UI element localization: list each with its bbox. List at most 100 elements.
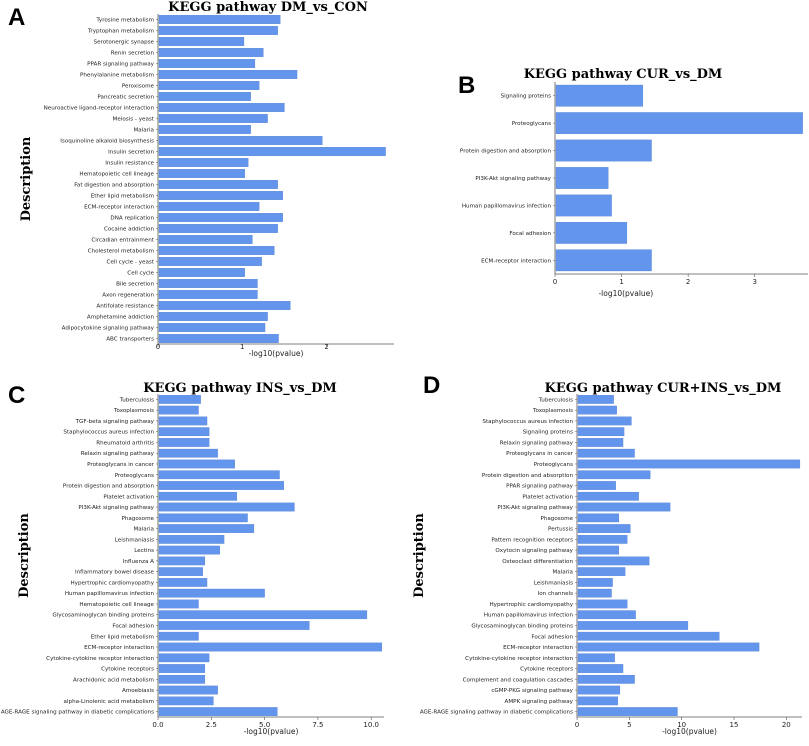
bar-a — [158, 290, 258, 299]
chart-title-a: KEGG pathway DM_vs_CON — [168, 0, 368, 15]
panel-a: A KEGG pathway DM_vs_CON Description Tyros… — [0, 0, 400, 370]
bar-c — [158, 491, 238, 501]
bar-c — [158, 545, 220, 555]
category-label-b: PI3K-Akt signaling pathway — [475, 176, 551, 182]
x-axis-label-b: -log10(pvalue) — [598, 289, 653, 298]
bar-a — [158, 147, 386, 156]
category-label-c: Leishmaniasis — [115, 537, 154, 543]
bar-a — [158, 235, 253, 244]
x-tick-label-b: 0 — [553, 278, 557, 286]
category-label-d: Protein digestion and absorption — [482, 473, 574, 479]
bar-a — [158, 268, 245, 277]
category-label-a: Hematopoietic cell lineage — [79, 172, 154, 178]
bar-c — [158, 578, 208, 587]
bar-d — [577, 395, 614, 404]
category-label-c: Ether lipid metabolism — [91, 634, 154, 640]
bar-a — [158, 224, 278, 233]
bar-c — [158, 448, 218, 458]
bar-d — [577, 631, 720, 641]
bar-d — [577, 535, 628, 544]
bar-a — [158, 334, 279, 343]
bar-c — [158, 556, 206, 566]
bar-a — [158, 246, 275, 255]
panel-c: C KEGG pathway INS_vs_DM Description Tuber… — [0, 372, 400, 742]
bar-b — [555, 139, 652, 162]
category-label-d: Pertussis — [548, 527, 573, 533]
bar-d — [577, 448, 635, 458]
category-label-a: Axon regeneration — [102, 293, 154, 299]
bar-d — [577, 599, 628, 609]
bar-b — [555, 249, 652, 272]
panel-letter-a: A — [8, 4, 26, 31]
bar-d — [577, 513, 620, 523]
category-label-a: Meiosis - yeast — [113, 117, 155, 123]
bar-d — [577, 621, 689, 630]
bar-a — [158, 312, 268, 321]
bar-a — [158, 279, 258, 288]
bar-c — [158, 395, 201, 404]
bar-a — [158, 92, 251, 101]
bar-d — [577, 405, 617, 415]
category-label-a: Amphetamine addiction — [87, 315, 155, 321]
x-tick-label-c: 5.0 — [259, 721, 270, 729]
bar-c — [158, 621, 310, 630]
category-label-d: Osteoclast differentiation — [502, 559, 573, 565]
bar-c — [158, 438, 210, 447]
category-label-a: ABC transporters — [106, 337, 154, 343]
bar-a — [158, 180, 278, 189]
category-label-a: Insulin secretion — [108, 150, 154, 156]
bar-a — [158, 81, 260, 90]
category-label-d: Human papillomavirus infection — [484, 613, 574, 619]
bar-d — [577, 491, 639, 501]
bar-c — [158, 481, 284, 490]
category-label-d: AMPK signaling pathway — [505, 699, 574, 705]
category-label-d: PPAR signaling pathway — [506, 484, 574, 490]
bar-d — [577, 481, 616, 490]
x-tick-label-d: 15 — [730, 721, 739, 729]
chart-b: KEGG pathway CUR_vs_DM Signaling proteins… — [460, 67, 808, 298]
category-label-b: Focal adhesion — [509, 231, 551, 237]
category-label-d: Cytokine receptors — [520, 667, 573, 673]
bar-d — [577, 588, 612, 598]
category-label-d: Malaria — [552, 570, 573, 576]
x-tick-label-b: 3 — [753, 278, 757, 286]
category-label-a: Phenylalanine metabolism — [80, 73, 154, 79]
category-label-d: Focal adhesion — [531, 634, 573, 640]
category-label-d: Toxoplasmosis — [532, 408, 573, 414]
category-label-d: Proteoglycans — [534, 462, 573, 468]
x-tick-label-d: 20 — [782, 721, 791, 729]
bar-a — [158, 323, 266, 332]
category-label-a: Tryptophan metabolism — [87, 29, 154, 35]
category-label-b: Signaling proteins — [501, 94, 551, 100]
chart-title-c: KEGG pathway INS_vs_DM — [143, 381, 337, 396]
category-label-c: Malaria — [133, 527, 154, 533]
category-label-c: Staphylococcus aureus infection — [63, 430, 154, 436]
x-tick-label-c: 2.5 — [206, 721, 217, 729]
category-label-c: ECM-receptor interaction — [84, 645, 154, 651]
bar-b — [555, 112, 803, 134]
bar-d — [577, 459, 801, 469]
bar-d — [577, 653, 615, 663]
bar-c — [158, 707, 278, 716]
chart-title-b: KEGG pathway CUR_vs_DM — [524, 67, 723, 82]
bar-b — [555, 222, 628, 244]
category-label-a: Cocaine addiction — [104, 227, 154, 233]
x-axis-label-c: -log10(pvalue) — [244, 727, 299, 736]
category-label-a: Cholesterol metabolism — [88, 249, 154, 255]
x-tick-label-c: 0.0 — [152, 721, 163, 729]
category-label-d: Proteoglycans in cancer — [506, 451, 574, 457]
bar-b — [555, 84, 644, 107]
category-label-c: Glycosaminoglycan binding proteins — [52, 613, 154, 619]
bar-d — [577, 696, 618, 706]
category-label-d: AGE-RAGE signaling pathway in diabetic c… — [420, 710, 573, 716]
category-label-c: Lectins — [134, 548, 154, 554]
category-label-c: Rheumatoid arthritis — [96, 440, 154, 446]
category-label-d: Staphylococcus aureus infection — [482, 419, 573, 425]
category-label-c: Arachidonic acid metabolism — [73, 677, 154, 683]
x-tick-label-c: 10.0 — [363, 721, 379, 729]
category-label-c: TGF-beta signaling pathway — [75, 419, 155, 425]
bar-a — [158, 59, 256, 68]
category-label-c: Human papillomavirus infection — [65, 591, 155, 597]
category-label-c: Cytokine-cytokine receptor interaction — [46, 656, 154, 662]
x-axis-label-d: -log10(pvalue) — [662, 727, 717, 736]
